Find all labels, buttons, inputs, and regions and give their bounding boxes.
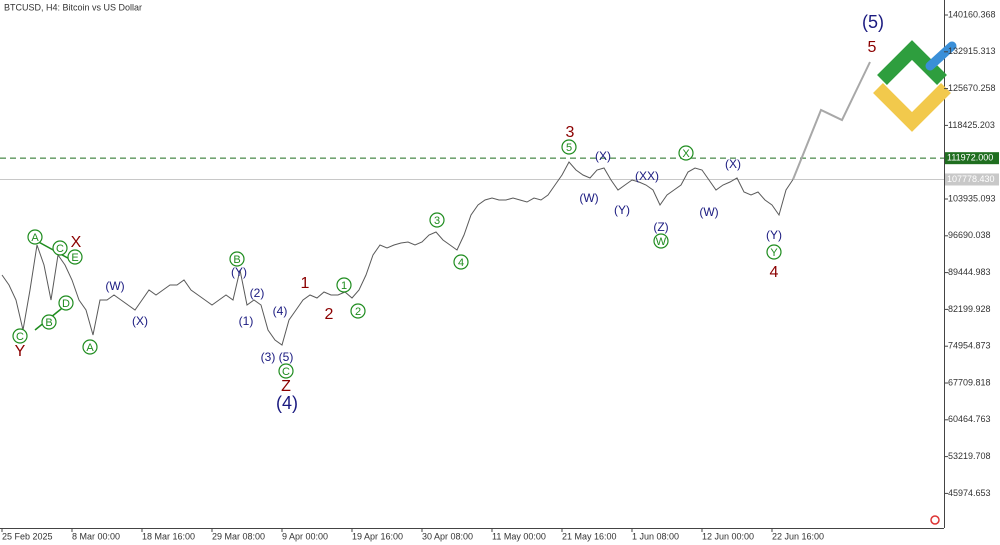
wave-label: (2)	[250, 286, 265, 300]
wave-label: (W)	[105, 279, 124, 293]
wave-circle	[52, 240, 68, 256]
wave-circle	[278, 363, 294, 379]
y-tick-label: 140160.368	[948, 9, 996, 19]
x-tick-label: 18 Mar 16:00	[142, 531, 195, 541]
wave-circle	[12, 328, 28, 344]
wave-label: (1)	[239, 314, 254, 328]
wave-label: (Y)	[231, 265, 247, 279]
wave-label: (W)	[579, 191, 598, 205]
wave-label: X	[682, 148, 690, 160]
wave-label: C	[16, 331, 24, 343]
wave-label: Y	[15, 343, 26, 360]
wave-label: (XX)	[635, 169, 659, 183]
wave-label: 1	[301, 275, 310, 292]
x-tick-label: 21 May 16:00	[562, 531, 617, 541]
logo-blue	[925, 41, 957, 71]
y-tick-label: 60464.763	[948, 414, 991, 424]
x-tick-label: 30 Apr 08:00	[422, 531, 473, 541]
wave-label: (X)	[725, 157, 741, 171]
wave-label: 4	[458, 257, 464, 269]
y-tick-label: 45974.653	[948, 488, 991, 498]
y-tick-label: 132915.313	[948, 46, 996, 56]
wave-label: C	[56, 243, 64, 255]
wave-label: (4)	[276, 393, 298, 413]
wave-circle	[67, 249, 83, 265]
level-label-box	[945, 173, 999, 186]
wave-label: (X)	[595, 149, 611, 163]
wave-label: C	[282, 366, 290, 378]
x-tick-label: 22 Jun 16:00	[772, 531, 824, 541]
status-icon[interactable]	[930, 515, 940, 525]
wave-circle	[429, 212, 445, 228]
wave-circle	[336, 277, 352, 293]
wave-label: 5	[868, 39, 877, 56]
y-tick-label: 67709.818	[948, 377, 991, 387]
wave-label: (W)	[699, 205, 718, 219]
wave-label: A	[86, 342, 94, 354]
wave-circle	[27, 229, 43, 245]
level-label-box	[945, 152, 999, 165]
level-label: 111972.000	[947, 153, 993, 163]
wave-label: W	[656, 236, 667, 248]
wave-circle	[561, 139, 577, 155]
price-line	[1, 161, 794, 346]
wave-label: (4)	[273, 304, 288, 318]
wave-circle	[58, 295, 74, 311]
wave-label: (Z)	[653, 220, 668, 234]
x-tick-label: 19 Apr 16:00	[352, 531, 403, 541]
wave-label: Z	[281, 378, 291, 395]
wave-label: 4	[770, 264, 779, 281]
wave-label: 3	[566, 124, 575, 141]
wave-label: (Y)	[766, 228, 782, 242]
wave-label: Y	[770, 247, 778, 259]
x-tick-label: 12 Jun 00:00	[702, 531, 754, 541]
y-tick-label: 53219.708	[948, 451, 991, 461]
x-tick-label: 29 Mar 08:00	[212, 531, 265, 541]
wave-label: X	[71, 234, 82, 251]
y-tick-label: 89444.983	[948, 267, 991, 277]
wave-circle	[41, 314, 57, 330]
y-tick-label: 125670.258	[948, 83, 996, 93]
logo	[873, 40, 957, 132]
level-label: 107778.430	[947, 174, 995, 184]
wave-label: 5	[566, 142, 572, 154]
y-tick-label: 96690.038	[948, 230, 991, 240]
wave-label: 2	[325, 306, 334, 323]
wave-label: (5)	[862, 12, 884, 32]
chart-title: BTCUSD, H4: Bitcoin vs US Dollar	[4, 2, 142, 12]
wave-circle	[678, 145, 694, 161]
wave-circle	[653, 233, 669, 249]
x-tick-label: 25 Feb 2025	[2, 531, 53, 541]
wave-label: D	[62, 298, 70, 310]
wave-label: (5)	[279, 350, 294, 364]
y-tick-label: 103935.093	[948, 193, 996, 203]
y-tick-label: 118425.203	[948, 120, 995, 130]
wave-label: (Y)	[614, 203, 630, 217]
price-line	[792, 61, 871, 180]
wave-circle	[766, 244, 782, 260]
wave-label: 3	[434, 215, 440, 227]
y-tick-label: 74954.873	[948, 341, 991, 351]
wave-label: B	[233, 254, 240, 266]
wave-label: (X)	[132, 314, 148, 328]
wave-label: 2	[355, 306, 361, 318]
wave-label: A	[31, 232, 39, 244]
wave-circle	[350, 303, 366, 319]
wave-label: (3)	[261, 350, 276, 364]
logo-yellow	[873, 83, 951, 132]
wave-circle	[229, 251, 245, 267]
x-tick-label: 11 May 00:00	[492, 531, 546, 541]
wave-circle	[82, 339, 98, 355]
y-tick-label: 82199.928	[948, 304, 991, 314]
wave-label: B	[45, 317, 52, 329]
wave-label: 1	[341, 280, 347, 292]
wave-circle	[453, 254, 469, 270]
wave-label: E	[71, 252, 78, 264]
x-tick-label: 1 Jun 08:00	[632, 531, 679, 541]
x-tick-label: 9 Apr 00:00	[282, 531, 328, 541]
x-tick-label: 8 Mar 00:00	[72, 531, 120, 541]
